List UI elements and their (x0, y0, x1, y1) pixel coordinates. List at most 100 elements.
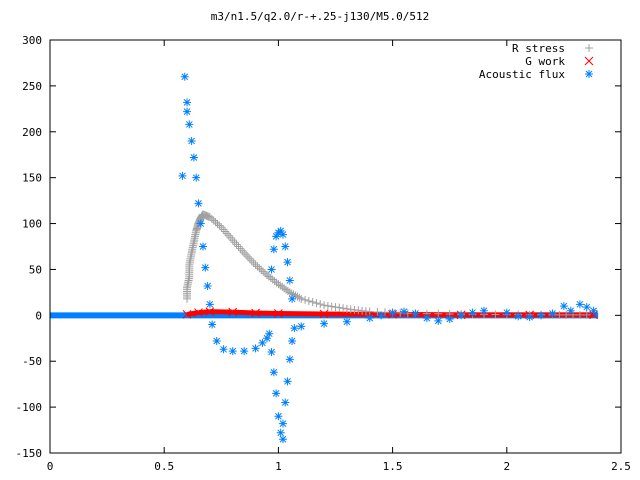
acoustic-flux-point (196, 219, 205, 228)
r-stress-point (257, 265, 266, 274)
g-work-point (194, 308, 203, 317)
r-stress-point (240, 248, 249, 257)
r-stress-point (243, 252, 252, 261)
acoustic-flux-point (185, 120, 194, 129)
legend-marker (584, 56, 594, 66)
legend-label: R stress (512, 42, 565, 55)
acoustic-flux-point (194, 199, 203, 208)
acoustic-flux-point (272, 389, 281, 398)
acoustic-flux-point (228, 347, 237, 356)
acoustic-flux-point (178, 171, 187, 180)
r-stress-point (261, 269, 270, 278)
r-stress-point (232, 240, 241, 249)
acoustic-flux-point (283, 377, 292, 386)
r-stress-point (331, 303, 340, 312)
acoustic-flux-point (269, 368, 278, 377)
chart-title: m3/n1.5/q2.0/r-+.25-j130/M5.0/512 (211, 10, 430, 23)
y-tick-label: 50 (29, 263, 42, 276)
r-stress-point (434, 309, 443, 318)
acoustic-flux-point (281, 398, 290, 407)
acoustic-flux-point (377, 311, 386, 320)
r-stress-point (323, 301, 332, 310)
legend-label: G work (525, 55, 565, 68)
r-stress-point (213, 219, 222, 228)
legend-marker (585, 44, 593, 52)
acoustic-flux-point (208, 320, 217, 329)
r-stress-point (253, 262, 262, 271)
acoustic-flux-point (434, 316, 443, 325)
acoustic-flux-point (457, 311, 466, 320)
r-stress-point (335, 303, 344, 312)
acoustic-flux-point (288, 294, 297, 303)
acoustic-flux-point (278, 230, 287, 239)
r-stress-point (373, 307, 382, 316)
g-work-point (251, 308, 260, 318)
r-stress-point (316, 300, 325, 309)
acoustic-flux-point (262, 334, 271, 343)
acoustic-flux-point (566, 306, 575, 315)
acoustic-flux-point (320, 319, 329, 328)
r-stress-point (207, 214, 216, 223)
acoustic-flux-point (537, 311, 546, 320)
x-tick-label: 0 (47, 460, 54, 473)
series-acoustic-flux (178, 72, 598, 444)
g-work-point (589, 310, 598, 320)
r-stress-point (582, 310, 591, 319)
y-tick-label: 100 (22, 218, 42, 231)
r-stress-point (245, 254, 254, 263)
acoustic-flux-point (219, 345, 228, 354)
acoustic-flux-point (575, 300, 584, 309)
y-tick-label: -100 (16, 401, 43, 414)
r-stress-point (297, 294, 306, 303)
r-stress-point (320, 301, 329, 310)
acoustic-flux-point (274, 412, 283, 421)
r-stress-point (219, 225, 228, 234)
r-stress-point (312, 299, 321, 308)
r-stress-point (242, 250, 251, 259)
acoustic-flux-point (548, 309, 557, 318)
y-tick-label: 250 (22, 80, 42, 93)
g-work-point (182, 310, 192, 319)
r-stress-point (308, 298, 317, 307)
acoustic-flux-point (212, 337, 221, 346)
acoustic-flux-point (240, 347, 249, 356)
y-tick-label: 0 (35, 309, 42, 322)
acoustic-flux-point (251, 344, 260, 353)
acoustic-flux-point (189, 153, 198, 162)
r-stress-point (211, 218, 220, 227)
r-stress-point (339, 304, 348, 313)
acoustic-flux-point (297, 322, 306, 331)
g-work-segment (186, 310, 199, 317)
r-stress-point (217, 223, 226, 232)
r-stress-point (255, 264, 264, 273)
r-stress-point (304, 296, 313, 305)
acoustic-flux-point (514, 312, 523, 321)
acoustic-flux-point (276, 226, 285, 235)
x-tick-label: 2 (503, 460, 510, 473)
r-stress-point (238, 246, 247, 255)
acoustic-flux-point (285, 355, 294, 364)
acoustic-flux-point (269, 245, 278, 254)
r-stress-point (247, 256, 256, 265)
y-tick-label: -150 (16, 447, 43, 460)
r-stress-point (226, 233, 235, 242)
acoustic-flux-point (199, 242, 208, 251)
r-stress-point (249, 258, 258, 267)
acoustic-flux-point (267, 348, 276, 357)
acoustic-flux-point (276, 428, 285, 437)
acoustic-flux-point (559, 302, 568, 311)
acoustic-flux-point (272, 232, 281, 241)
r-stress-point (221, 227, 230, 236)
r-stress-point (491, 310, 500, 319)
r-stress-point (223, 229, 232, 238)
r-stress-point (228, 236, 237, 245)
x-tick-label: 1.5 (383, 460, 403, 473)
r-stress-point (569, 310, 578, 319)
g-work-point (319, 309, 329, 319)
acoustic-flux-point (468, 308, 477, 317)
acoustic-flux-point (281, 242, 290, 251)
r-stress-point (236, 244, 245, 253)
